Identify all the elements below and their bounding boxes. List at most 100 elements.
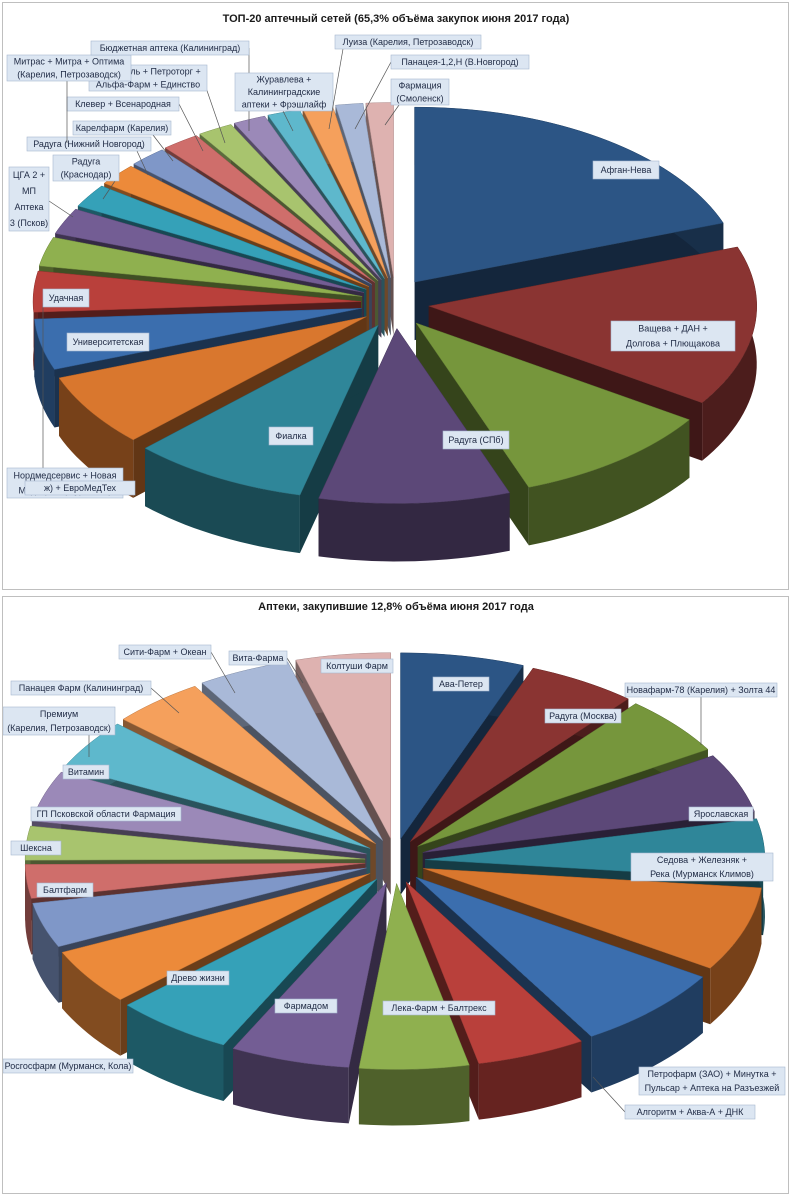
label-text: Радуга [72,157,101,167]
label-text: 3 (Псков) [10,218,48,228]
slice-label: Фармадом [274,998,338,1014]
leader-line [328,48,344,130]
slice-top [133,149,372,285]
slice-label: Афган-Нева [592,160,660,180]
label-box [592,160,660,180]
label-text: Сити-Фарм + Океан [124,647,207,657]
pie-chart-rest: Аптеки, закупившие 12,8% объёма июня 201… [3,601,786,1126]
slice-label: Карелфарм (Карелия) [72,120,174,162]
label-box [10,840,62,856]
slice-top [427,246,757,404]
slice-label: Луиза (Карелия, Петрозаводск) [328,34,482,130]
label-box [610,320,736,352]
label-text: Нордмедсервис + Новая [14,471,117,481]
slice-wall [127,1005,224,1101]
slice-top [232,881,387,1068]
label-text: аптеки + Фрэшлайф [242,100,327,110]
slice-top [414,106,724,283]
label-box [42,288,90,308]
slice-label: Бюджетная аптека (Калининград) [90,40,250,131]
slice-label: Радуга (Краснодар) [52,154,120,200]
label-text: Радуга (СПб) [448,435,503,445]
label-text: Клевер + Всенародная [75,99,171,109]
label-text: (Карелия, Петрозаводск) [17,70,121,80]
slice-wall [25,864,32,955]
slice-top [423,868,762,969]
label-text: Фармадом [284,1001,329,1011]
slice-top [32,867,367,948]
slice-top [295,652,392,839]
label-box [3,706,116,736]
slice-top [61,873,371,1000]
slice-wall [358,1065,470,1126]
label-text: ЦГА 2 + [13,170,45,180]
slice-label: ЦГА 2 + МП Аптека 3 (Псков) [8,166,74,232]
slice-label: Фармация (Смоленск) [384,78,450,126]
slice-label: Балтфарм [36,882,94,898]
leader-line [48,200,74,218]
chart-panel-rest: Аптеки, закупившие 12,8% объёма июня 201… [2,596,789,1194]
slice-wall [62,952,121,1056]
pie-chart-top20: ТОП-20 аптечный сетей (65,3% объёма заку… [6,13,757,562]
label-box [66,332,150,352]
slice-label: Петрофарм (ЗАО) + Минутка + Пульсар + Апт… [638,1066,786,1096]
slice-label: Фиалка [268,426,314,446]
slice-label: Премиум (Карелия, Петрозаводск) [3,706,116,757]
label-text: Петрофарм (ЗАО) + Минутка + [648,1069,777,1079]
label-text: Панацея Фарм (Калининград) [19,683,143,693]
label-box [8,166,50,232]
label-text: (Краснодар) [61,170,112,180]
label-box [320,658,394,674]
label-text: Луиза (Карелия, Петрозаводск) [343,37,474,47]
slice-top [335,103,391,278]
slice-top [318,327,511,504]
label-text: Фармация [398,81,441,91]
slice-label: Панацея-1,2,Н (В.Новгород) [354,54,530,130]
slice-wall [478,1041,582,1120]
label-box [268,426,314,446]
pie-slice [318,327,511,562]
leader-line [150,687,180,714]
label-text: Пульсар + Аптека на Разъезжей [645,1083,780,1093]
label-text: ГП Псковской области Фармация [37,809,176,819]
slice-label: Сити-Фарм + Океан [118,644,236,694]
label-text: Седова + Железняк + [657,855,747,865]
label-box [390,78,450,106]
label-box [26,136,152,152]
label-box [90,40,250,56]
label-box [24,480,136,496]
slice-label: Ава-Петер [432,676,490,692]
slice-label: Алгоритм + Аква-А + ДНК [592,1076,756,1120]
slice-label: Журавлева + Калининградские аптеки + Фрэшл… [234,72,334,132]
label-box [6,54,132,82]
slice-wall [318,492,510,562]
slice-label: ГП Псковской области Фармация [30,806,182,822]
chart-title: ТОП-20 аптечный сетей (65,3% объёма заку… [223,13,570,25]
label-text: Бюджетная аптека (Калининград) [100,43,241,53]
label-text: Вита-Фарма [232,653,283,663]
label-text: Петробель + Петроторг + [95,67,200,77]
slice-label: Митрас + Митра + Оптима (Карелия, Петроза… [6,54,132,143]
label-text: Радуга (Москва) [549,711,617,721]
label-text: Университетская [73,337,144,347]
label-text: Древо жизни [171,973,224,983]
slice-wall [32,903,59,1003]
label-text: Аптека [14,202,43,212]
pie-slices [24,652,766,1126]
pie-slices [32,102,757,562]
label-text: Колтуши Фарм [326,661,388,671]
slice-label: Радуга (Нижний Новгород) [26,136,152,176]
slice-top [122,685,376,845]
label-box [274,998,338,1014]
slice-label: Седова + Железняк + Река (Мурманск Климов… [630,852,774,882]
label-text: Фиалка [275,431,306,441]
label-box [118,644,212,660]
slice-top [24,862,366,899]
label-text: Ващева + ДАН + [638,324,708,334]
label-box [688,806,754,822]
slice-top [126,878,378,1046]
label-box [624,1104,756,1120]
label-box [228,650,288,666]
label-text: Карелфарм (Карелия) [76,123,168,133]
leader-line [210,651,236,694]
